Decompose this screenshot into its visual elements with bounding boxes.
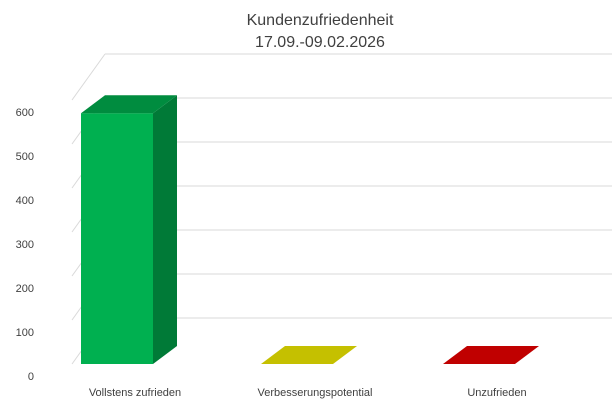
y-tick-label: 500 <box>16 151 34 163</box>
category-label: Vollstens zufrieden <box>89 387 181 399</box>
y-tick-label: 600 <box>16 107 34 119</box>
bar <box>81 95 177 364</box>
y-tick-label: 200 <box>16 283 34 295</box>
bar-front <box>81 113 153 364</box>
x-axis: Vollstens zufrieden Verbesserungspotentia… <box>89 387 527 399</box>
bar-side <box>153 95 177 364</box>
y-tick-label: 100 <box>16 327 34 339</box>
y-axis: 0 100 200 300 400 500 600 <box>16 107 34 383</box>
bar-top <box>81 95 177 114</box>
y-tick-label: 0 <box>28 371 34 383</box>
chart-subtitle: 17.09.-09.02.2026 <box>255 34 385 51</box>
bar <box>261 346 357 364</box>
bar-top <box>443 346 539 364</box>
category-label: Unzufrieden <box>467 387 526 399</box>
category-label: Verbesserungspotential <box>258 387 373 399</box>
bar <box>443 346 539 364</box>
y-tick-label: 300 <box>16 239 34 251</box>
chart-title: Kundenzufriedenheit 17.09.-09.02.2026 <box>247 12 394 51</box>
y-tick-label: 400 <box>16 195 34 207</box>
gridlines <box>71 53 612 365</box>
bar-top <box>261 346 357 364</box>
chart-title-text: Kundenzufriedenheit <box>247 12 394 29</box>
bars <box>81 95 539 364</box>
gridline-diagonal <box>71 53 106 101</box>
